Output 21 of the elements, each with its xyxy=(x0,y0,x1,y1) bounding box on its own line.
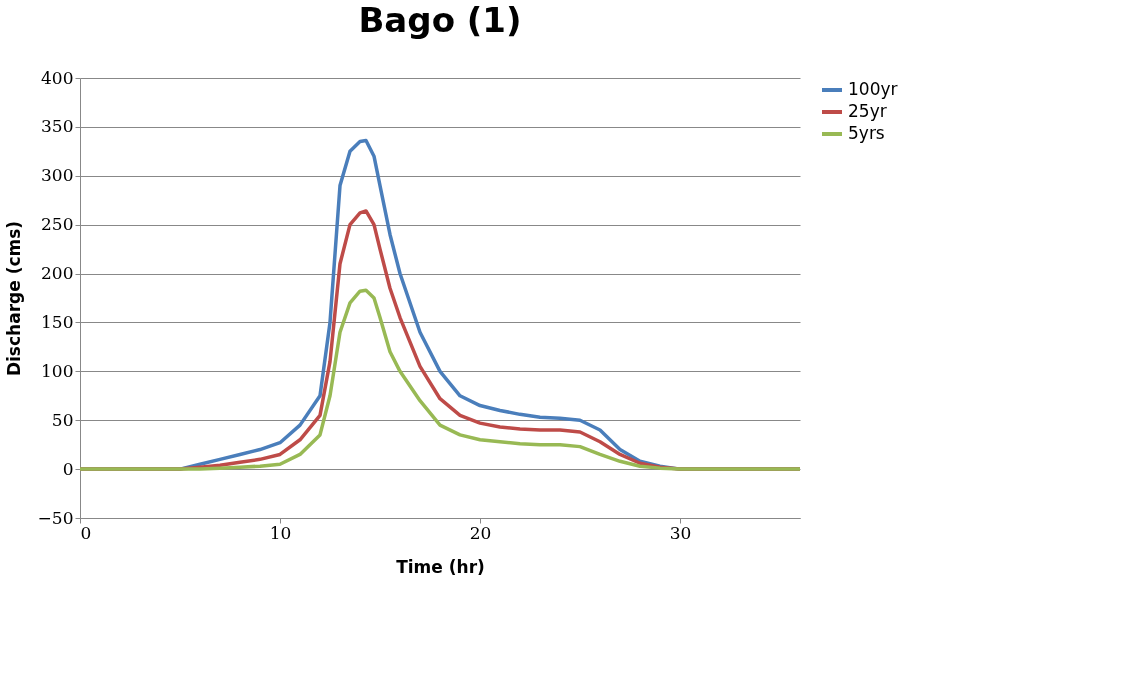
line-series xyxy=(78,288,802,471)
y-tick-label: 200 xyxy=(41,263,74,284)
y-tick-label: 50 xyxy=(51,409,74,430)
x-tick-label: 30 xyxy=(669,522,692,543)
legend-label: 100yr xyxy=(848,79,898,99)
y-tick-label: 250 xyxy=(41,214,74,235)
x-tick-label: 10 xyxy=(269,522,292,543)
x-tick-label: 0 xyxy=(80,522,92,543)
y-tick-label: 0 xyxy=(62,458,74,479)
legend-label: 5yrs xyxy=(848,123,885,143)
x-tick-label: 20 xyxy=(469,522,492,543)
x-axis-title: Time (hr) xyxy=(396,556,485,577)
y-tick-label: −50 xyxy=(37,507,74,528)
y-tick-label: 400 xyxy=(41,67,74,88)
chart-title: Bago (1) xyxy=(358,0,522,40)
y-tick-label: 300 xyxy=(41,165,74,186)
legend-label: 25yr xyxy=(848,101,887,121)
y-axis-title: Discharge (cms) xyxy=(3,220,24,377)
y-tick-label: 350 xyxy=(41,116,74,137)
y-tick-label: 150 xyxy=(41,311,74,332)
y-tick-label: 100 xyxy=(41,360,74,381)
